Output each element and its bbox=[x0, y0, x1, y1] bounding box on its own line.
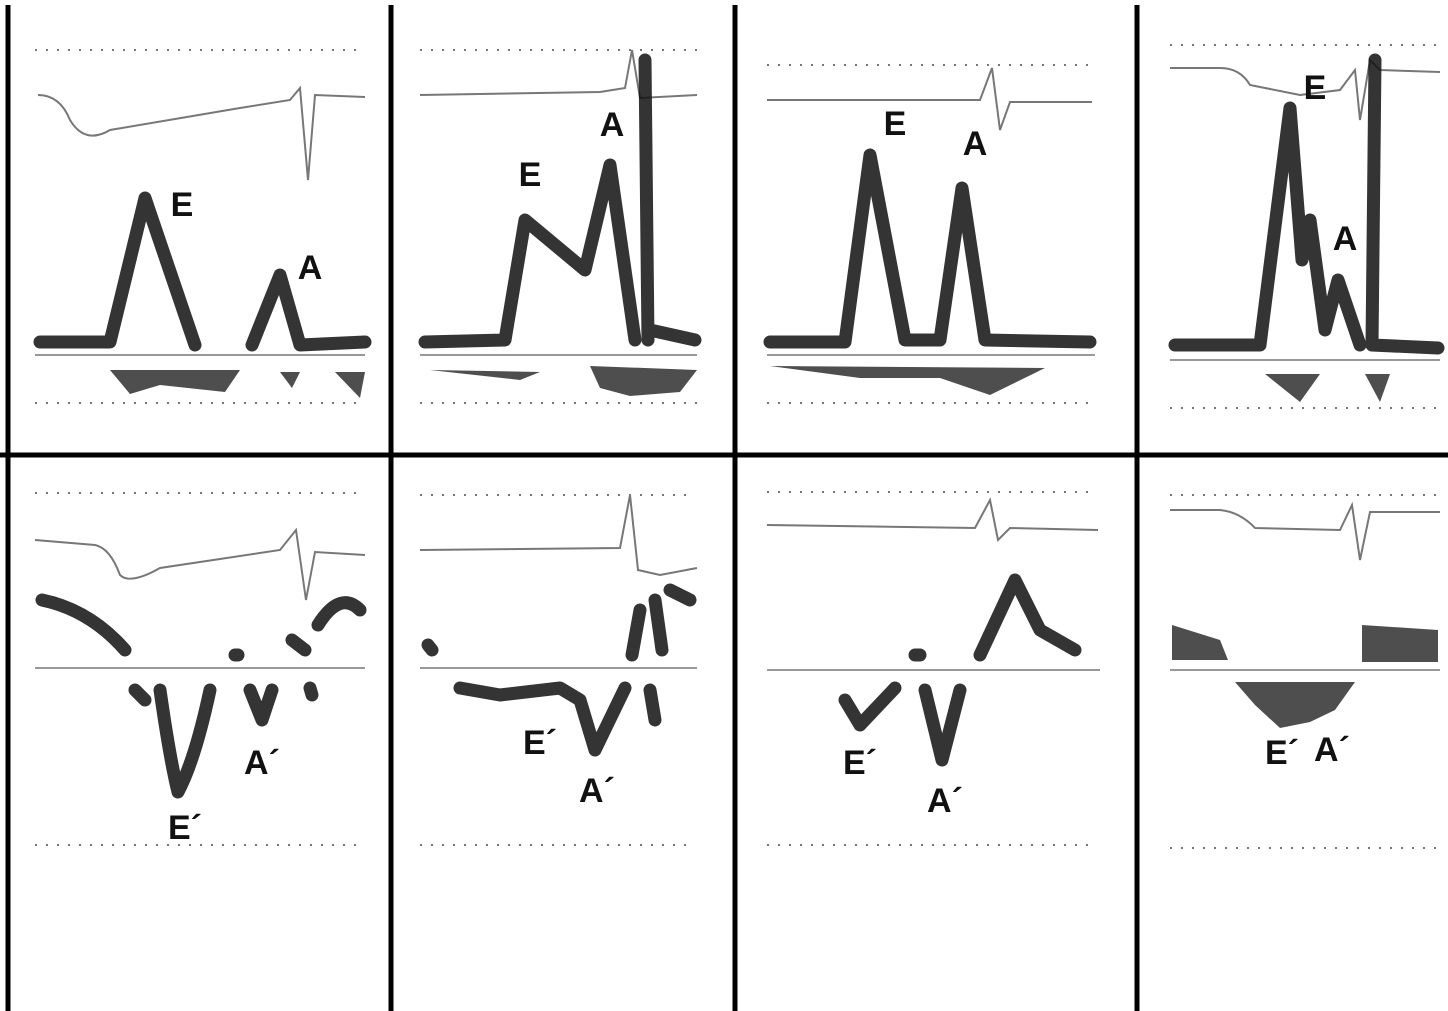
bottom-row bbox=[34, 491, 1440, 849]
wave-label: A´ bbox=[579, 772, 615, 810]
wave-label: A bbox=[298, 249, 323, 287]
wave-label: A bbox=[600, 106, 625, 144]
top-row bbox=[33, 44, 1445, 409]
frame bbox=[0, 5, 1448, 1011]
wave-label: E bbox=[171, 186, 194, 224]
wave-label: E bbox=[1304, 69, 1327, 107]
wave-label: E´ bbox=[1265, 734, 1299, 772]
wave-label: A´ bbox=[927, 782, 963, 820]
wave-label: A´ bbox=[244, 744, 280, 782]
wave-label: A bbox=[963, 125, 988, 163]
wave-label: E bbox=[519, 156, 542, 194]
wave-label: E´ bbox=[168, 809, 202, 847]
wave-label: A bbox=[1333, 220, 1358, 258]
labels: E A E A E A E A E´ A´ E´ A´ E´ A´ E´ A´ bbox=[168, 69, 1357, 847]
wave-label: A´ bbox=[1314, 731, 1350, 769]
wave-label: E bbox=[884, 105, 907, 143]
wave-label: E´ bbox=[843, 744, 877, 782]
wave-label: E´ bbox=[523, 724, 557, 762]
